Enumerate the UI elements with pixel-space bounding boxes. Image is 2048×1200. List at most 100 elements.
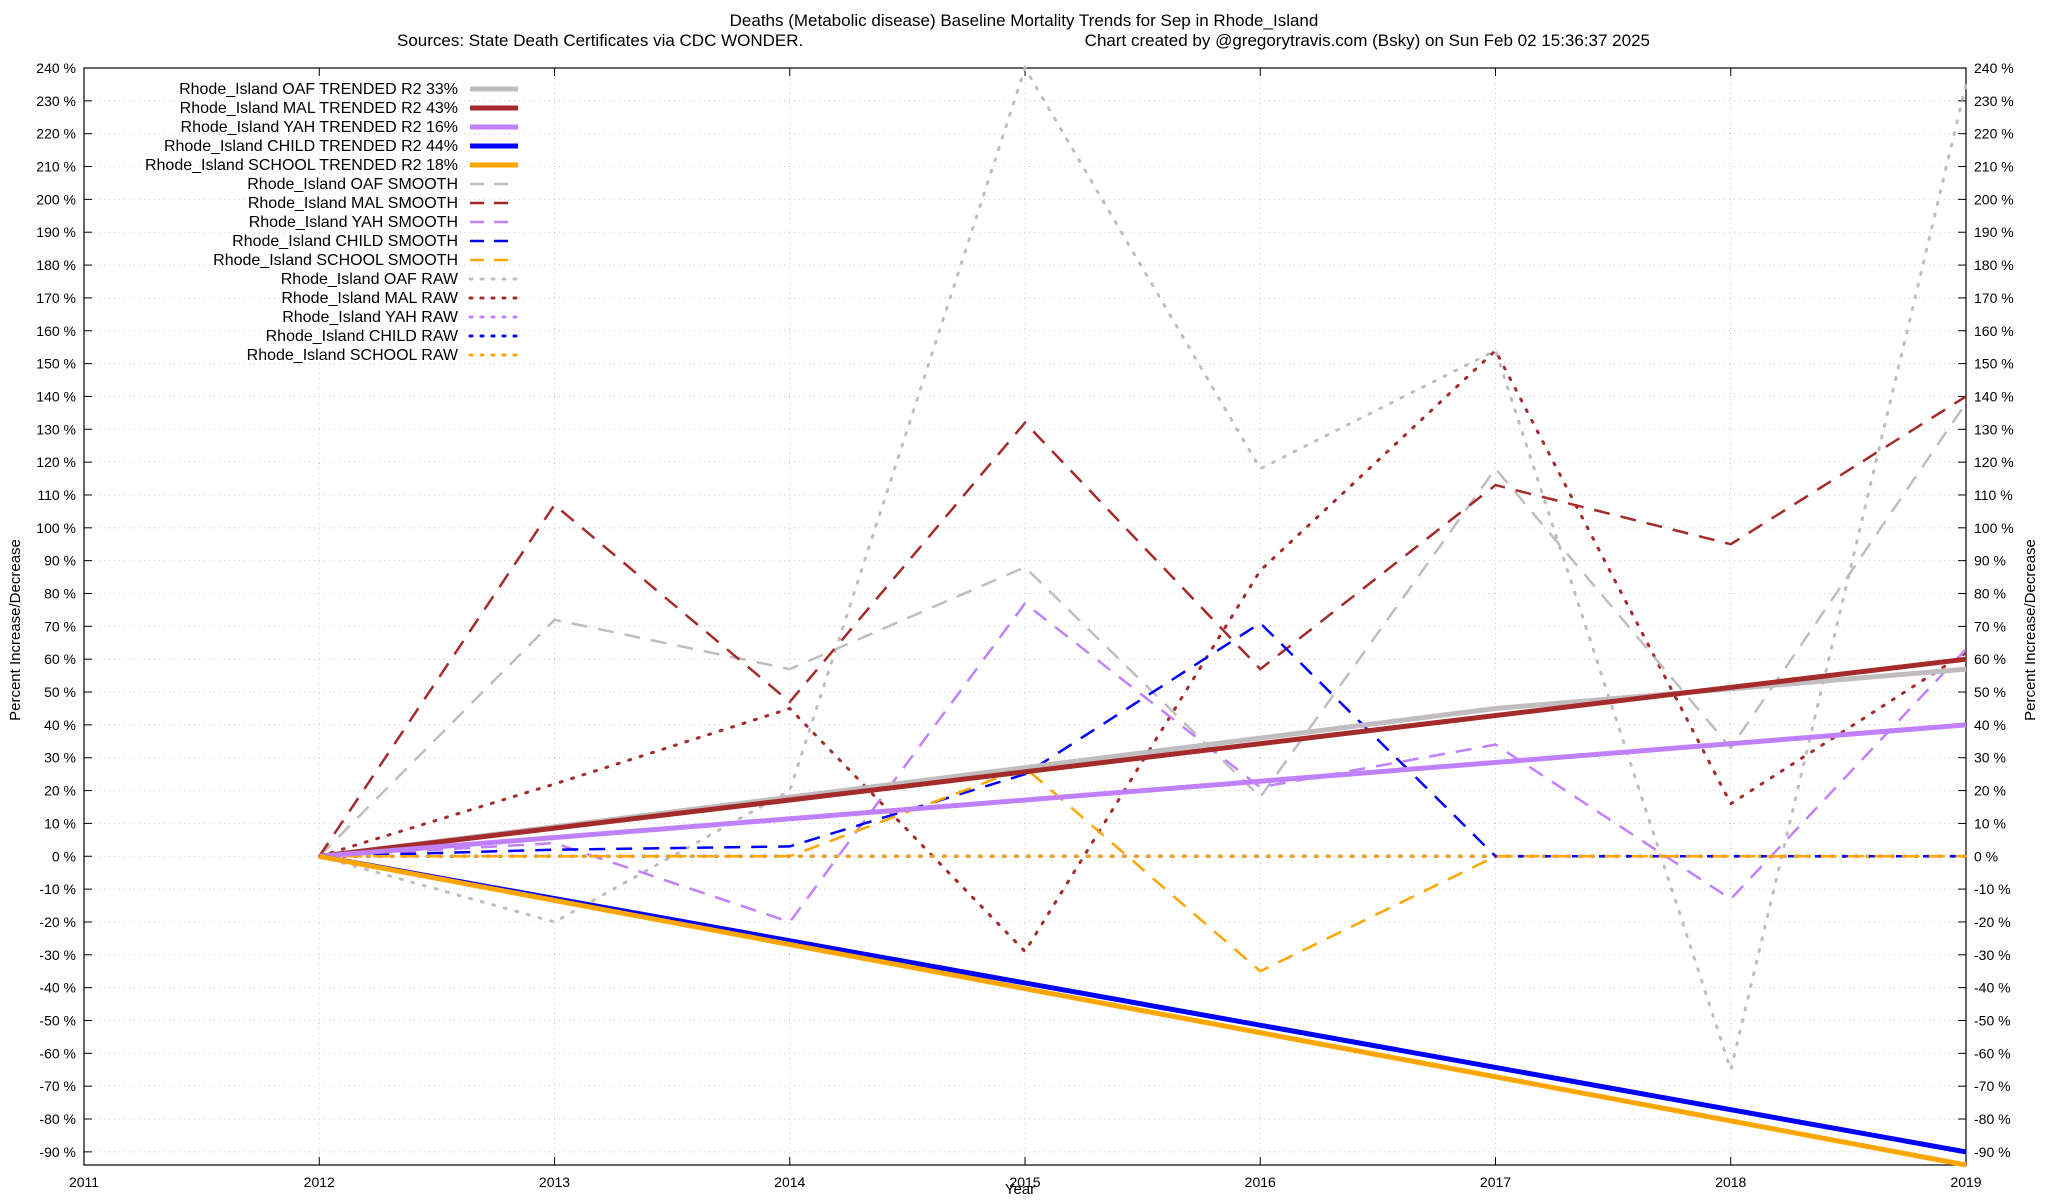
x-tick-label: 2015 bbox=[1009, 1174, 1040, 1190]
x-axis-label: Year bbox=[1005, 1181, 1035, 1198]
y-tick-label-left: 0 % bbox=[52, 848, 76, 864]
x-tick-label: 2019 bbox=[1950, 1174, 1981, 1190]
y-tick-label-right: 40 % bbox=[1974, 717, 2006, 733]
chart-title-line1: Deaths (Metabolic disease) Baseline Mort… bbox=[730, 11, 1319, 30]
x-tick-label: 2011 bbox=[69, 1174, 99, 1190]
y-axis-label-left: Percent Increase/Decrease bbox=[7, 539, 24, 721]
y-tick-label-right: 240 % bbox=[1974, 60, 2014, 76]
y-tick-label-right: 140 % bbox=[1974, 388, 2014, 404]
y-tick-label-right: 150 % bbox=[1974, 356, 2014, 372]
legend-label-7: Rhode_Island YAH SMOOTH bbox=[249, 214, 458, 231]
y-tick-label-left: 40 % bbox=[44, 717, 76, 733]
y-tick-label-left: 230 % bbox=[36, 93, 76, 109]
y-tick-label-right: -60 % bbox=[1974, 1045, 2011, 1061]
y-tick-label-left: 150 % bbox=[36, 356, 76, 372]
y-tick-label-left: 160 % bbox=[36, 323, 76, 339]
y-tick-label-right: 230 % bbox=[1974, 93, 2014, 109]
y-tick-label-left: 60 % bbox=[44, 651, 76, 667]
chart-title-sources: Sources: State Death Certificates via CD… bbox=[397, 31, 803, 50]
y-tick-label-left: 130 % bbox=[36, 421, 76, 437]
y-tick-label-right: -30 % bbox=[1974, 947, 2011, 963]
y-tick-label-right: -20 % bbox=[1974, 914, 2011, 930]
y-tick-label-right: 110 % bbox=[1974, 487, 2013, 503]
y-tick-label-left: 180 % bbox=[36, 257, 76, 273]
series-line-6 bbox=[318, 395, 1967, 857]
y-tick-label-right: -40 % bbox=[1974, 980, 2011, 996]
y-tick-label-right: -80 % bbox=[1974, 1111, 2011, 1127]
y-tick-label-left: 10 % bbox=[44, 815, 76, 831]
y-tick-label-left: 30 % bbox=[44, 750, 76, 766]
y-tick-label-left: 170 % bbox=[36, 290, 76, 306]
y-tick-label-right: 170 % bbox=[1974, 290, 2014, 306]
series-line-2 bbox=[319, 722, 1967, 859]
y-tick-label-left: -80 % bbox=[39, 1111, 76, 1127]
legend-label-3: Rhode_Island CHILD TRENDED R2 44% bbox=[164, 138, 458, 155]
series-line-5 bbox=[318, 402, 1968, 858]
y-tick-label-left: 210 % bbox=[36, 159, 76, 175]
y-tick-label-right: 90 % bbox=[1974, 553, 2006, 569]
x-tick-label: 2017 bbox=[1480, 1174, 1511, 1190]
x-tick-label: 2012 bbox=[304, 1174, 335, 1190]
legend-label-2: Rhode_Island YAH TRENDED R2 16% bbox=[181, 119, 458, 136]
y-tick-label-right: 10 % bbox=[1974, 815, 2006, 831]
y-tick-label-right: 120 % bbox=[1974, 454, 2014, 470]
y-tick-label-right: 80 % bbox=[1974, 586, 2006, 602]
legend-label-0: Rhode_Island OAF TRENDED R2 33% bbox=[179, 81, 458, 98]
legend-label-9: Rhode_Island SCHOOL SMOOTH bbox=[213, 252, 458, 269]
legend-label-4: Rhode_Island SCHOOL TRENDED R2 18% bbox=[145, 157, 458, 174]
legend-label-13: Rhode_Island CHILD RAW bbox=[266, 328, 459, 345]
y-tick-label-right: -50 % bbox=[1974, 1012, 2011, 1028]
y-tick-label-left: 110 % bbox=[37, 487, 76, 503]
y-tick-label-right: 220 % bbox=[1974, 126, 2014, 142]
y-tick-label-right: 210 % bbox=[1974, 159, 2014, 175]
legend-label-12: Rhode_Island YAH RAW bbox=[282, 309, 459, 326]
legend-label-1: Rhode_Island MAL TRENDED R2 43% bbox=[180, 100, 458, 117]
y-tick-label-right: 100 % bbox=[1974, 520, 2014, 536]
y-tick-label-left: 220 % bbox=[36, 126, 76, 142]
y-tick-label-right: 0 % bbox=[1974, 848, 1998, 864]
legend-label-5: Rhode_Island OAF SMOOTH bbox=[247, 176, 458, 193]
y-tick-label-right: 30 % bbox=[1974, 750, 2006, 766]
series-line-9 bbox=[319, 766, 1966, 973]
legend-label-8: Rhode_Island CHILD SMOOTH bbox=[232, 233, 458, 250]
y-tick-label-left: 140 % bbox=[36, 388, 76, 404]
y-tick-label-left: -10 % bbox=[39, 881, 76, 897]
y-tick-label-left: 80 % bbox=[44, 586, 76, 602]
x-tick-label: 2018 bbox=[1715, 1174, 1746, 1190]
x-tick-label: 2014 bbox=[774, 1174, 805, 1190]
series-line-10 bbox=[317, 64, 1968, 1076]
y-tick-label-left: 90 % bbox=[44, 553, 76, 569]
y-tick-label-left: -40 % bbox=[39, 980, 76, 996]
legend-label-11: Rhode_Island MAL RAW bbox=[281, 290, 459, 307]
y-tick-label-right: 200 % bbox=[1974, 191, 2014, 207]
y-tick-label-right: -10 % bbox=[1974, 881, 2011, 897]
data-series bbox=[317, 64, 1968, 1168]
y-tick-label-left: -60 % bbox=[39, 1045, 76, 1061]
y-tick-label-left: -90 % bbox=[39, 1144, 76, 1160]
y-tick-label-right: 60 % bbox=[1974, 651, 2006, 667]
y-tick-label-right: -70 % bbox=[1974, 1078, 2011, 1094]
series-line-11 bbox=[317, 348, 1968, 954]
y-tick-label-right: 180 % bbox=[1974, 257, 2014, 273]
series-line-4 bbox=[318, 853, 1967, 1168]
series-line-1 bbox=[319, 656, 1967, 859]
y-tick-label-right: 130 % bbox=[1974, 421, 2014, 437]
legend: Rhode_Island OAF TRENDED R2 33% Rhode_Isl… bbox=[145, 81, 520, 364]
y-tick-label-left: -70 % bbox=[39, 1078, 76, 1094]
legend-label-6: Rhode_Island MAL SMOOTH bbox=[248, 195, 458, 212]
y-tick-label-left: 240 % bbox=[36, 60, 76, 76]
y-tick-label-left: -20 % bbox=[39, 914, 76, 930]
y-tick-label-left: 50 % bbox=[44, 684, 76, 700]
y-tick-label-left: 20 % bbox=[44, 783, 76, 799]
y-tick-label-right: 160 % bbox=[1974, 323, 2014, 339]
y-tick-label-right: 70 % bbox=[1974, 618, 2006, 634]
y-tick-label-left: 70 % bbox=[44, 618, 76, 634]
axes: 240 % 240 % 230 % 230 % 220 % 220 % 210 % 210 %… bbox=[36, 60, 2013, 1190]
y-tick-label-right: 50 % bbox=[1974, 684, 2006, 700]
y-tick-label-left: 190 % bbox=[36, 224, 76, 240]
y-tick-label-right: 20 % bbox=[1974, 783, 2006, 799]
y-tick-label-left: -30 % bbox=[39, 947, 76, 963]
y-tick-label-left: -50 % bbox=[39, 1012, 76, 1028]
